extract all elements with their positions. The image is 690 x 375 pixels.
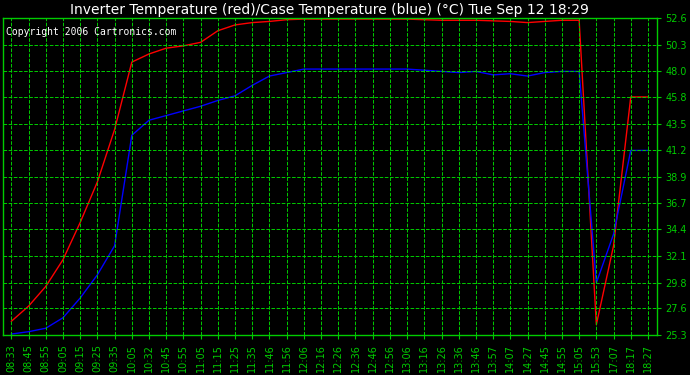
Text: Copyright 2006 Cartronics.com: Copyright 2006 Cartronics.com xyxy=(6,27,177,38)
Title: Inverter Temperature (red)/Case Temperature (blue) (°C) Tue Sep 12 18:29: Inverter Temperature (red)/Case Temperat… xyxy=(70,3,589,17)
